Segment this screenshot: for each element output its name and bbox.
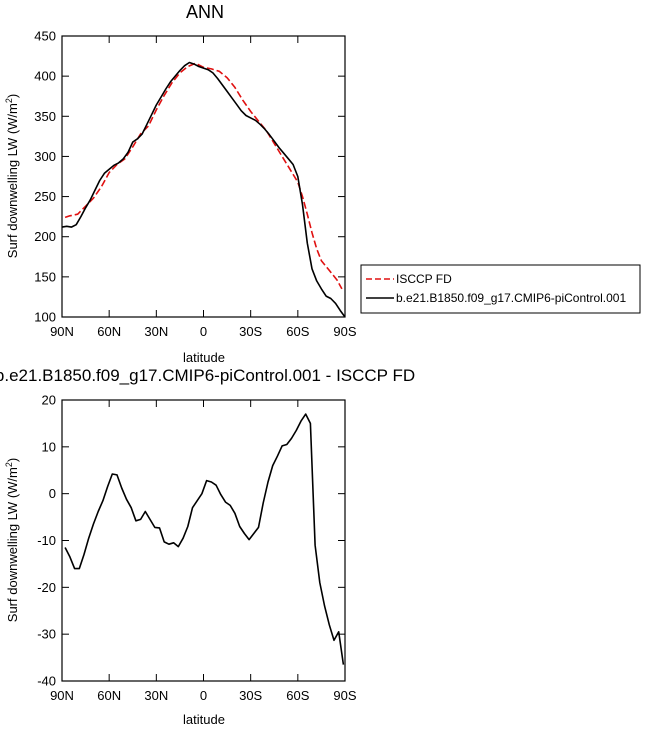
bottom-y-tick-label: -10	[37, 533, 56, 548]
bottom-y-tick-label: -40	[37, 674, 56, 689]
top-x-tick-label: 60S	[286, 324, 309, 339]
bottom-x-axis-label: latitude	[183, 712, 225, 727]
top-y-tick-label: 100	[34, 310, 56, 325]
bottom-x-tick-label: 90S	[333, 688, 356, 703]
bottom-x-tick-label: 0	[200, 688, 207, 703]
top-y-tick-label: 200	[34, 229, 56, 244]
bottom-x-tick-label: 30S	[239, 688, 262, 703]
top-series-line-1	[64, 62, 343, 290]
legend-box	[360, 264, 641, 314]
top-chart-title: ANN	[186, 2, 224, 22]
legend-label-isccp-fd: ISCCP FD	[396, 272, 452, 286]
bottom-plot-frame	[61, 399, 346, 682]
bottom-x-tick-label: 90N	[50, 688, 74, 703]
legend-label-model: b.e21.B1850.f09_g17.CMIP6-piControl.001	[396, 291, 626, 305]
bottom-x-tick-label: 30N	[144, 688, 168, 703]
top-x-tick-label: 30N	[144, 324, 168, 339]
bottom-y-tick-label: 0	[49, 486, 56, 501]
top-y-tick-label: 300	[34, 149, 56, 164]
bottom-chart-title: b.e21.B1850.f09_g17.CMIP6-piControl.001 …	[0, 366, 415, 385]
bottom-y-tick-label: -30	[37, 627, 56, 642]
top-x-tick-label: 60N	[97, 324, 121, 339]
top-plot-frame	[61, 35, 346, 318]
bottom-y-tick-label: -20	[37, 580, 56, 595]
bottom-y-tick-label: 10	[42, 439, 56, 454]
bottom-chart-panel: b.e21.B1850.f09_g17.CMIP6-piControl.001 …	[0, 366, 415, 727]
top-x-tick-label: 90S	[333, 324, 356, 339]
top-series-line-2	[61, 61, 346, 318]
top-x-tick-label: 0	[200, 324, 207, 339]
bottom-plot-area: -40 -30 -20 -10 0 10 20 90N 60N 30N 0 30S 60S 90S	[37, 393, 357, 704]
top-y-tick-label: 350	[34, 109, 56, 124]
top-x-tick-label: 30S	[239, 324, 262, 339]
top-y-tick-label: 150	[34, 269, 56, 284]
top-x-axis-label: latitude	[183, 350, 225, 365]
bottom-y-tick-label: 20	[42, 393, 56, 408]
top-y-tick-label: 450	[34, 29, 56, 44]
bottom-x-tick-label: 60S	[286, 688, 309, 703]
top-chart-legend: ISCCP FD b.e21.B1850.f09_g17.CMIP6-piCon…	[360, 264, 641, 314]
top-plot-area: 100 150 200 250 300 350 400 450 90N 60N 30N 0 30S 60S…	[34, 29, 357, 340]
bottom-x-tick-label: 60N	[97, 688, 121, 703]
bottom-y-axis-label: Surf downwelling LW (W/m2)	[4, 458, 20, 622]
top-chart-panel: ANN 100 150 200 250 300 350 400 450 90N 60N 30N 0 30…	[4, 2, 357, 365]
top-x-tick-label: 90N	[50, 324, 74, 339]
top-y-tick-label: 250	[34, 189, 56, 204]
top-y-tick-label: 400	[34, 69, 56, 84]
bottom-series-line-1	[64, 413, 345, 665]
top-y-axis-label: Surf downwelling LW (W/m2)	[4, 94, 20, 258]
